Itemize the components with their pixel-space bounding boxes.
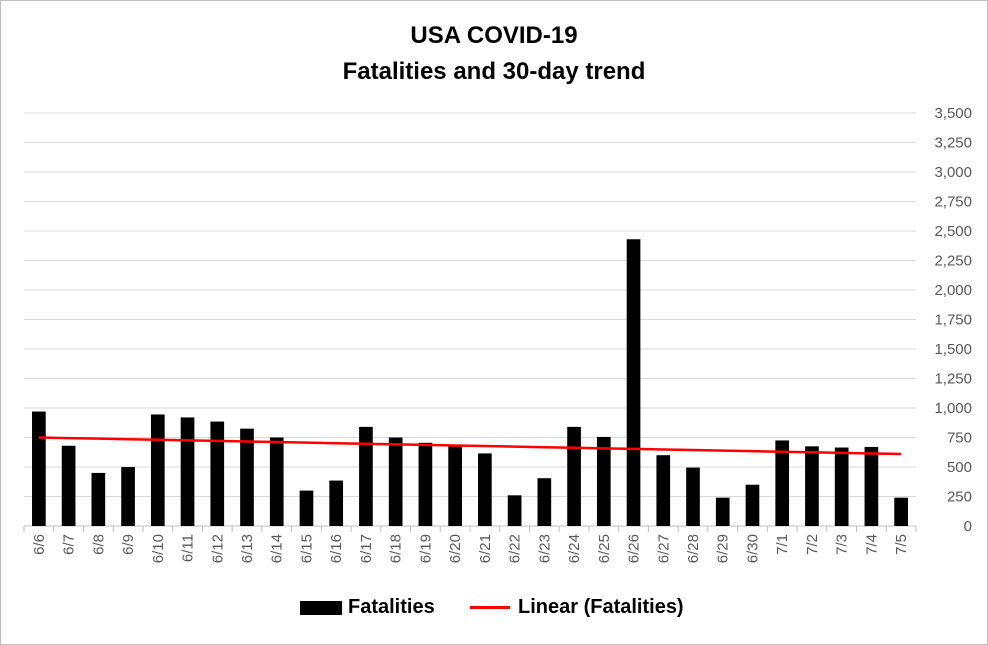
bar — [61, 445, 76, 526]
bar — [180, 417, 195, 526]
y-tick-label: 3,500 — [934, 105, 972, 122]
x-tick-label: 6/7 — [61, 534, 78, 555]
y-tick-label: 500 — [947, 459, 972, 476]
x-tick-label: 6/9 — [120, 534, 137, 555]
bar — [567, 426, 581, 526]
bar — [269, 437, 284, 526]
bar — [91, 472, 106, 526]
y-tick-label: 3,000 — [934, 164, 972, 181]
x-tick-label: 6/30 — [744, 534, 761, 563]
x-tick-label: 6/17 — [358, 534, 375, 563]
bar — [745, 484, 760, 526]
x-tick-label: 6/20 — [447, 534, 464, 563]
legend-item-trend: Linear (Fatalities) — [470, 596, 684, 619]
chart-title: USA COVID-19 — [410, 22, 578, 49]
bar — [388, 437, 403, 526]
y-tick-label: 3,250 — [934, 135, 972, 152]
y-tick-label: 2,000 — [934, 282, 972, 299]
x-tick-label: 6/28 — [685, 534, 702, 563]
bar — [626, 239, 641, 526]
chart-subtitle: Fatalities and 30-day trend — [342, 58, 646, 85]
bar — [834, 447, 849, 526]
x-tick-label: 6/22 — [507, 534, 524, 563]
y-tick-label: 1,250 — [934, 371, 972, 388]
x-tick-label: 6/26 — [626, 534, 643, 563]
bar — [329, 480, 344, 526]
x-tick-label: 6/24 — [566, 534, 583, 563]
bar — [448, 445, 462, 526]
x-tick-label: 6/19 — [417, 534, 434, 563]
x-tick-label: 6/8 — [90, 534, 107, 555]
x-tick-label: 6/10 — [150, 534, 167, 563]
bar — [686, 467, 700, 526]
bar — [596, 436, 611, 526]
bar — [121, 467, 135, 526]
bar — [418, 442, 433, 526]
x-tick-label: 6/21 — [477, 534, 494, 563]
bar — [240, 428, 254, 526]
x-tick-label: 7/3 — [834, 534, 851, 555]
y-tick-label: 1,750 — [934, 312, 972, 329]
bar — [478, 453, 492, 526]
y-tick-label: 2,750 — [934, 194, 972, 211]
bar — [507, 495, 522, 526]
bar — [775, 440, 790, 526]
x-tick-label: 6/23 — [536, 534, 553, 563]
legend-swatch-line — [470, 606, 510, 609]
x-tick-label: 7/4 — [863, 534, 880, 555]
legend-item-fatalities: Fatalities — [300, 596, 435, 619]
bar — [864, 446, 879, 526]
x-tick-label: 6/25 — [596, 534, 613, 563]
y-tick-label: 2,250 — [934, 253, 972, 270]
x-tick-label: 7/2 — [804, 534, 821, 555]
x-tick-label: 6/18 — [388, 534, 405, 563]
legend-label-trend: Linear (Fatalities) — [518, 596, 684, 618]
bar — [299, 490, 314, 526]
bar — [656, 455, 671, 526]
bar-series — [32, 239, 908, 526]
y-tick-label: 250 — [947, 489, 972, 506]
trend-line — [38, 436, 902, 456]
legend-swatch-bar — [300, 600, 342, 615]
bar — [32, 411, 46, 526]
y-axis: 0 250 500 750 1,000 1,250 1,500 1,750 2,000 2,250… — [934, 105, 972, 535]
bar — [805, 446, 819, 526]
x-tick-label: 7/1 — [774, 534, 791, 555]
x-tick-label: 6/13 — [239, 534, 256, 563]
legend-label-fatalities: Fatalities — [348, 596, 435, 618]
bar — [359, 426, 373, 526]
x-tick-label: 6/16 — [328, 534, 345, 563]
bar — [715, 497, 730, 526]
bar — [537, 478, 552, 526]
legend: Fatalities Linear (Fatalities) — [0, 596, 988, 622]
trend-series — [38, 436, 902, 456]
y-tick-label: 750 — [947, 430, 972, 447]
y-tick-label: 1,500 — [934, 341, 972, 358]
x-tick-label: 6/27 — [655, 534, 672, 563]
x-tick-label: 6/12 — [209, 534, 226, 563]
y-tick-label: 0 — [964, 518, 972, 535]
x-tick-label: 7/5 — [893, 534, 910, 555]
x-axis: 6/6 6/7 6/8 6/9 6/10 6/11 6/12 6/13 6/14 6/15 6/16… — [23, 526, 917, 563]
x-tick-label: 6/15 — [298, 534, 315, 563]
x-tick-label: 6/29 — [715, 534, 732, 563]
x-tick-label: 6/14 — [269, 534, 286, 563]
bar — [210, 421, 225, 526]
bar — [150, 414, 165, 526]
y-tick-label: 1,000 — [934, 400, 972, 417]
x-tick-label: 6/6 — [31, 534, 48, 555]
bar — [894, 497, 908, 526]
x-tick-label: 6/11 — [180, 534, 197, 562]
y-tick-label: 2,500 — [934, 223, 972, 240]
